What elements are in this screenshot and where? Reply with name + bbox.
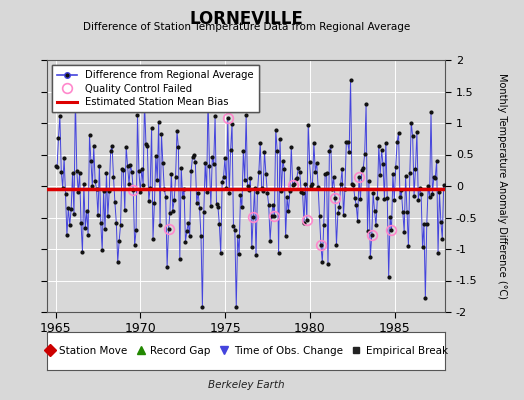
Legend: Difference from Regional Average, Quality Control Failed, Estimated Station Mean: Difference from Regional Average, Qualit… bbox=[52, 65, 259, 112]
Y-axis label: Monthly Temperature Anomaly Difference (°C): Monthly Temperature Anomaly Difference (… bbox=[497, 73, 507, 299]
Text: Berkeley Earth: Berkeley Earth bbox=[208, 380, 285, 390]
Legend: Station Move, Record Gap, Time of Obs. Change, Empirical Break: Station Move, Record Gap, Time of Obs. C… bbox=[41, 343, 451, 359]
Text: Difference of Station Temperature Data from Regional Average: Difference of Station Temperature Data f… bbox=[83, 22, 410, 32]
Text: LORNEVILLE: LORNEVILLE bbox=[189, 10, 303, 28]
